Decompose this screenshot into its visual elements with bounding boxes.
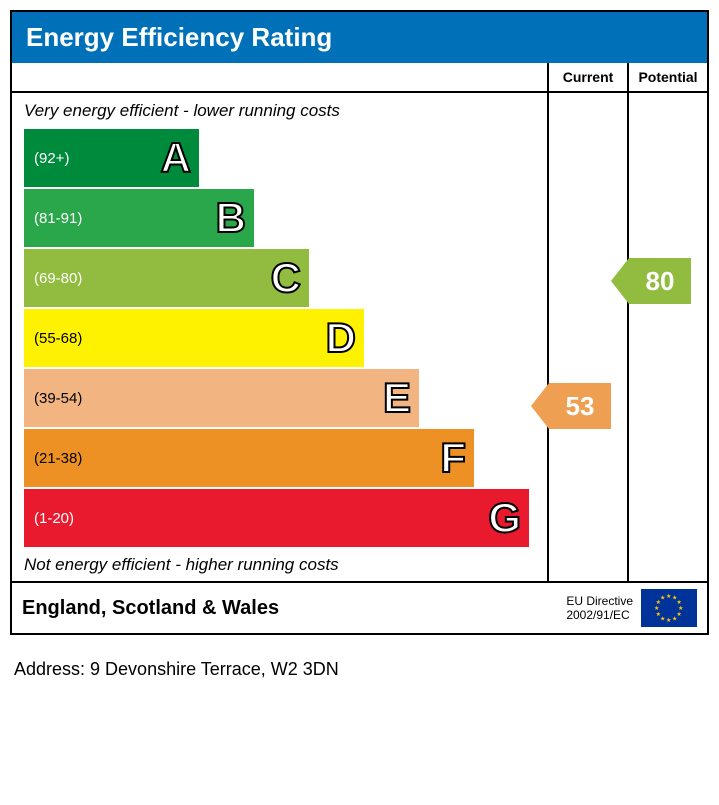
footer-row: England, Scotland & Wales EU Directive 2… <box>12 581 707 633</box>
directive-line1: EU Directive <box>566 594 633 608</box>
column-header-row: Current Potential <box>12 63 707 93</box>
band-range-d: (55-68) <box>24 330 82 347</box>
band-row-g: (1-20) G <box>24 489 547 547</box>
header-potential: Potential <box>627 63 707 91</box>
footer-region: England, Scotland & Wales <box>22 597 566 620</box>
header-current: Current <box>547 63 627 91</box>
band-row-e: (39-54) E <box>24 369 547 427</box>
potential-value-marker: 80 <box>629 258 691 304</box>
potential-value: 80 <box>646 266 675 297</box>
band-row-f: (21-38) F <box>24 429 547 487</box>
epc-chart-container: Energy Efficiency Rating Current Potenti… <box>10 10 709 635</box>
title-text: Energy Efficiency Rating <box>26 22 332 52</box>
band-letter-d: D <box>326 314 356 362</box>
band-row-d: (55-68) D <box>24 309 547 367</box>
band-letter-a: A <box>161 134 191 182</box>
top-caption: Very energy efficient - lower running co… <box>12 99 547 127</box>
band-letter-e: E <box>383 374 411 422</box>
band-d: (55-68) D <box>24 309 364 367</box>
current-column: 53 <box>547 93 627 581</box>
address-line: Address: 9 Devonshire Terrace, W2 3DN <box>10 635 709 688</box>
potential-column: 80 <box>627 93 707 581</box>
band-g: (1-20) G <box>24 489 529 547</box>
header-spacer <box>12 63 547 91</box>
bottom-caption: Not energy efficient - higher running co… <box>12 549 547 577</box>
band-range-f: (21-38) <box>24 450 82 467</box>
band-letter-f: F <box>440 434 466 482</box>
band-letter-c: C <box>271 254 301 302</box>
band-range-a: (92+) <box>24 150 69 167</box>
band-c: (69-80) C <box>24 249 309 307</box>
current-value-marker: 53 <box>549 383 611 429</box>
band-range-e: (39-54) <box>24 390 82 407</box>
band-b: (81-91) B <box>24 189 254 247</box>
band-letter-g: G <box>488 494 521 542</box>
band-range-c: (69-80) <box>24 270 82 287</box>
band-row-c: (69-80) C <box>24 249 547 307</box>
band-row-a: (92+) A <box>24 129 547 187</box>
directive-line2: 2002/91/EC <box>566 608 633 622</box>
band-row-b: (81-91) B <box>24 189 547 247</box>
eu-flag-icon: ★★★★★★★★★★★★ <box>641 589 697 627</box>
band-f: (21-38) F <box>24 429 474 487</box>
bands-area: Very energy efficient - lower running co… <box>12 93 547 581</box>
title-bar: Energy Efficiency Rating <box>12 12 707 63</box>
band-letter-b: B <box>216 194 246 242</box>
band-e: (39-54) E <box>24 369 419 427</box>
band-a: (92+) A <box>24 129 199 187</box>
band-range-g: (1-20) <box>24 510 74 527</box>
footer-directive: EU Directive 2002/91/EC <box>566 594 633 623</box>
band-range-b: (81-91) <box>24 210 82 227</box>
chart-row: Very energy efficient - lower running co… <box>12 93 707 581</box>
current-value: 53 <box>566 391 595 422</box>
